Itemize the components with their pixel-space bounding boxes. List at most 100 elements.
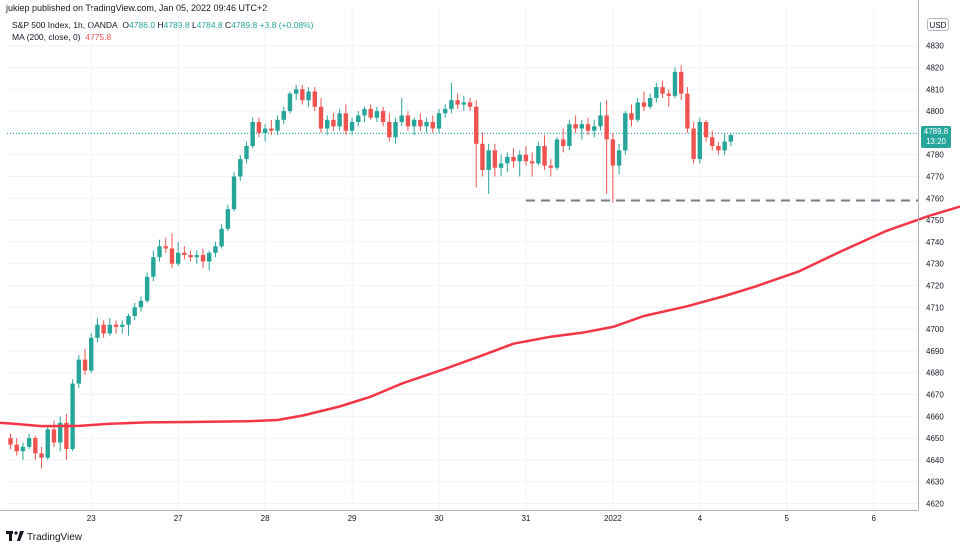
candle: [200, 248, 206, 269]
candle-body: [107, 324, 113, 334]
candle: [710, 130, 715, 151]
currency-selector[interactable]: USD: [927, 18, 949, 31]
candle: [169, 233, 175, 269]
last-price-tag: 4789.8 13:20: [921, 126, 951, 148]
candle: [616, 143, 622, 175]
high-label: H: [157, 20, 164, 30]
price-tick-label: 4620: [926, 500, 944, 509]
candle: [219, 224, 224, 249]
footer-brand-text: TradingView: [27, 532, 83, 543]
candle: [144, 272, 150, 303]
candle: [138, 296, 144, 312]
candle: [567, 119, 572, 151]
price-tick-label: 4670: [926, 391, 944, 400]
candle: [182, 246, 187, 260]
candle: [492, 143, 498, 177]
candle-body: [467, 102, 473, 107]
candle-body: [703, 122, 709, 138]
price-tick-label: 4810: [926, 85, 944, 94]
candlestick-series: [8, 65, 734, 469]
candle: [231, 172, 237, 212]
candle: [436, 108, 442, 133]
candle: [467, 98, 473, 112]
candle-body: [455, 100, 460, 105]
candle-body: [163, 246, 168, 249]
candle: [349, 117, 355, 136]
price-tick-label: 4830: [926, 42, 944, 51]
candle: [318, 98, 324, 133]
candle-body: [343, 113, 349, 131]
candle: [374, 106, 380, 122]
candle: [697, 117, 703, 164]
candle: [356, 111, 361, 127]
candle: [250, 117, 255, 149]
candle: [418, 113, 423, 131]
candle-body: [647, 98, 653, 107]
ma-label[interactable]: MA (200, close, 0): [12, 32, 81, 42]
time-tick-label: 4: [698, 514, 703, 523]
last-price-value: 4789.8: [923, 127, 949, 136]
candle-body: [138, 300, 144, 308]
time-tick-label: 31: [521, 514, 530, 523]
candle: [604, 100, 609, 194]
candle-body: [89, 337, 94, 371]
candle-body: [716, 145, 721, 151]
candle: [685, 87, 690, 133]
candle-body: [660, 87, 665, 94]
price-tick-label: 4650: [926, 434, 944, 443]
symbol-name[interactable]: S&P 500 Index, 1h, OANDA: [12, 20, 118, 30]
candle-body: [436, 113, 442, 129]
candle: [505, 152, 510, 173]
candle-body: [64, 422, 69, 449]
candle: [529, 152, 535, 177]
candle: [256, 117, 262, 138]
price-tick-label: 4770: [926, 173, 944, 182]
bar-countdown: 13:20: [925, 137, 947, 146]
candle: [51, 420, 57, 447]
low-label: L: [191, 20, 197, 30]
candle-body: [293, 89, 299, 94]
candle-body: [250, 122, 255, 146]
candle: [430, 115, 435, 133]
candle-body: [585, 124, 591, 131]
candle-body: [275, 119, 280, 131]
footer-brand[interactable]: TradingView: [6, 531, 82, 543]
candle: [405, 111, 411, 131]
candle: [660, 80, 665, 99]
price-tick-label: 4730: [926, 260, 944, 269]
candle: [76, 355, 82, 388]
candle-body: [213, 246, 218, 253]
time-tick-label: 27: [174, 514, 183, 523]
open-label: O: [122, 20, 130, 30]
candle: [486, 143, 491, 194]
low-value: 4784.8: [196, 20, 223, 30]
candle: [300, 84, 305, 105]
candle: [691, 122, 696, 164]
candle: [517, 150, 522, 177]
candle: [57, 416, 63, 452]
candle-body: [474, 106, 479, 144]
candle: [399, 98, 404, 127]
candle: [598, 102, 603, 131]
candle: [424, 117, 429, 133]
candle-body: [623, 113, 628, 151]
candle-body: [368, 108, 373, 118]
candle-body: [349, 122, 355, 131]
candle-body: [697, 122, 703, 160]
time-tick-label: 29: [348, 514, 357, 523]
candle-body: [175, 252, 181, 264]
candle: [542, 135, 547, 170]
candle: [560, 128, 566, 153]
candle: [461, 95, 467, 112]
chart-grid: [7, 8, 918, 510]
candle-body: [374, 111, 380, 118]
candle-body: [120, 324, 125, 327]
candle-body: [654, 87, 659, 99]
open-value: 4786.0: [129, 20, 156, 30]
candle: [275, 115, 280, 136]
candle-body: [113, 324, 119, 327]
candle: [163, 237, 168, 253]
candle-body: [287, 93, 293, 112]
candle-body: [300, 89, 305, 101]
